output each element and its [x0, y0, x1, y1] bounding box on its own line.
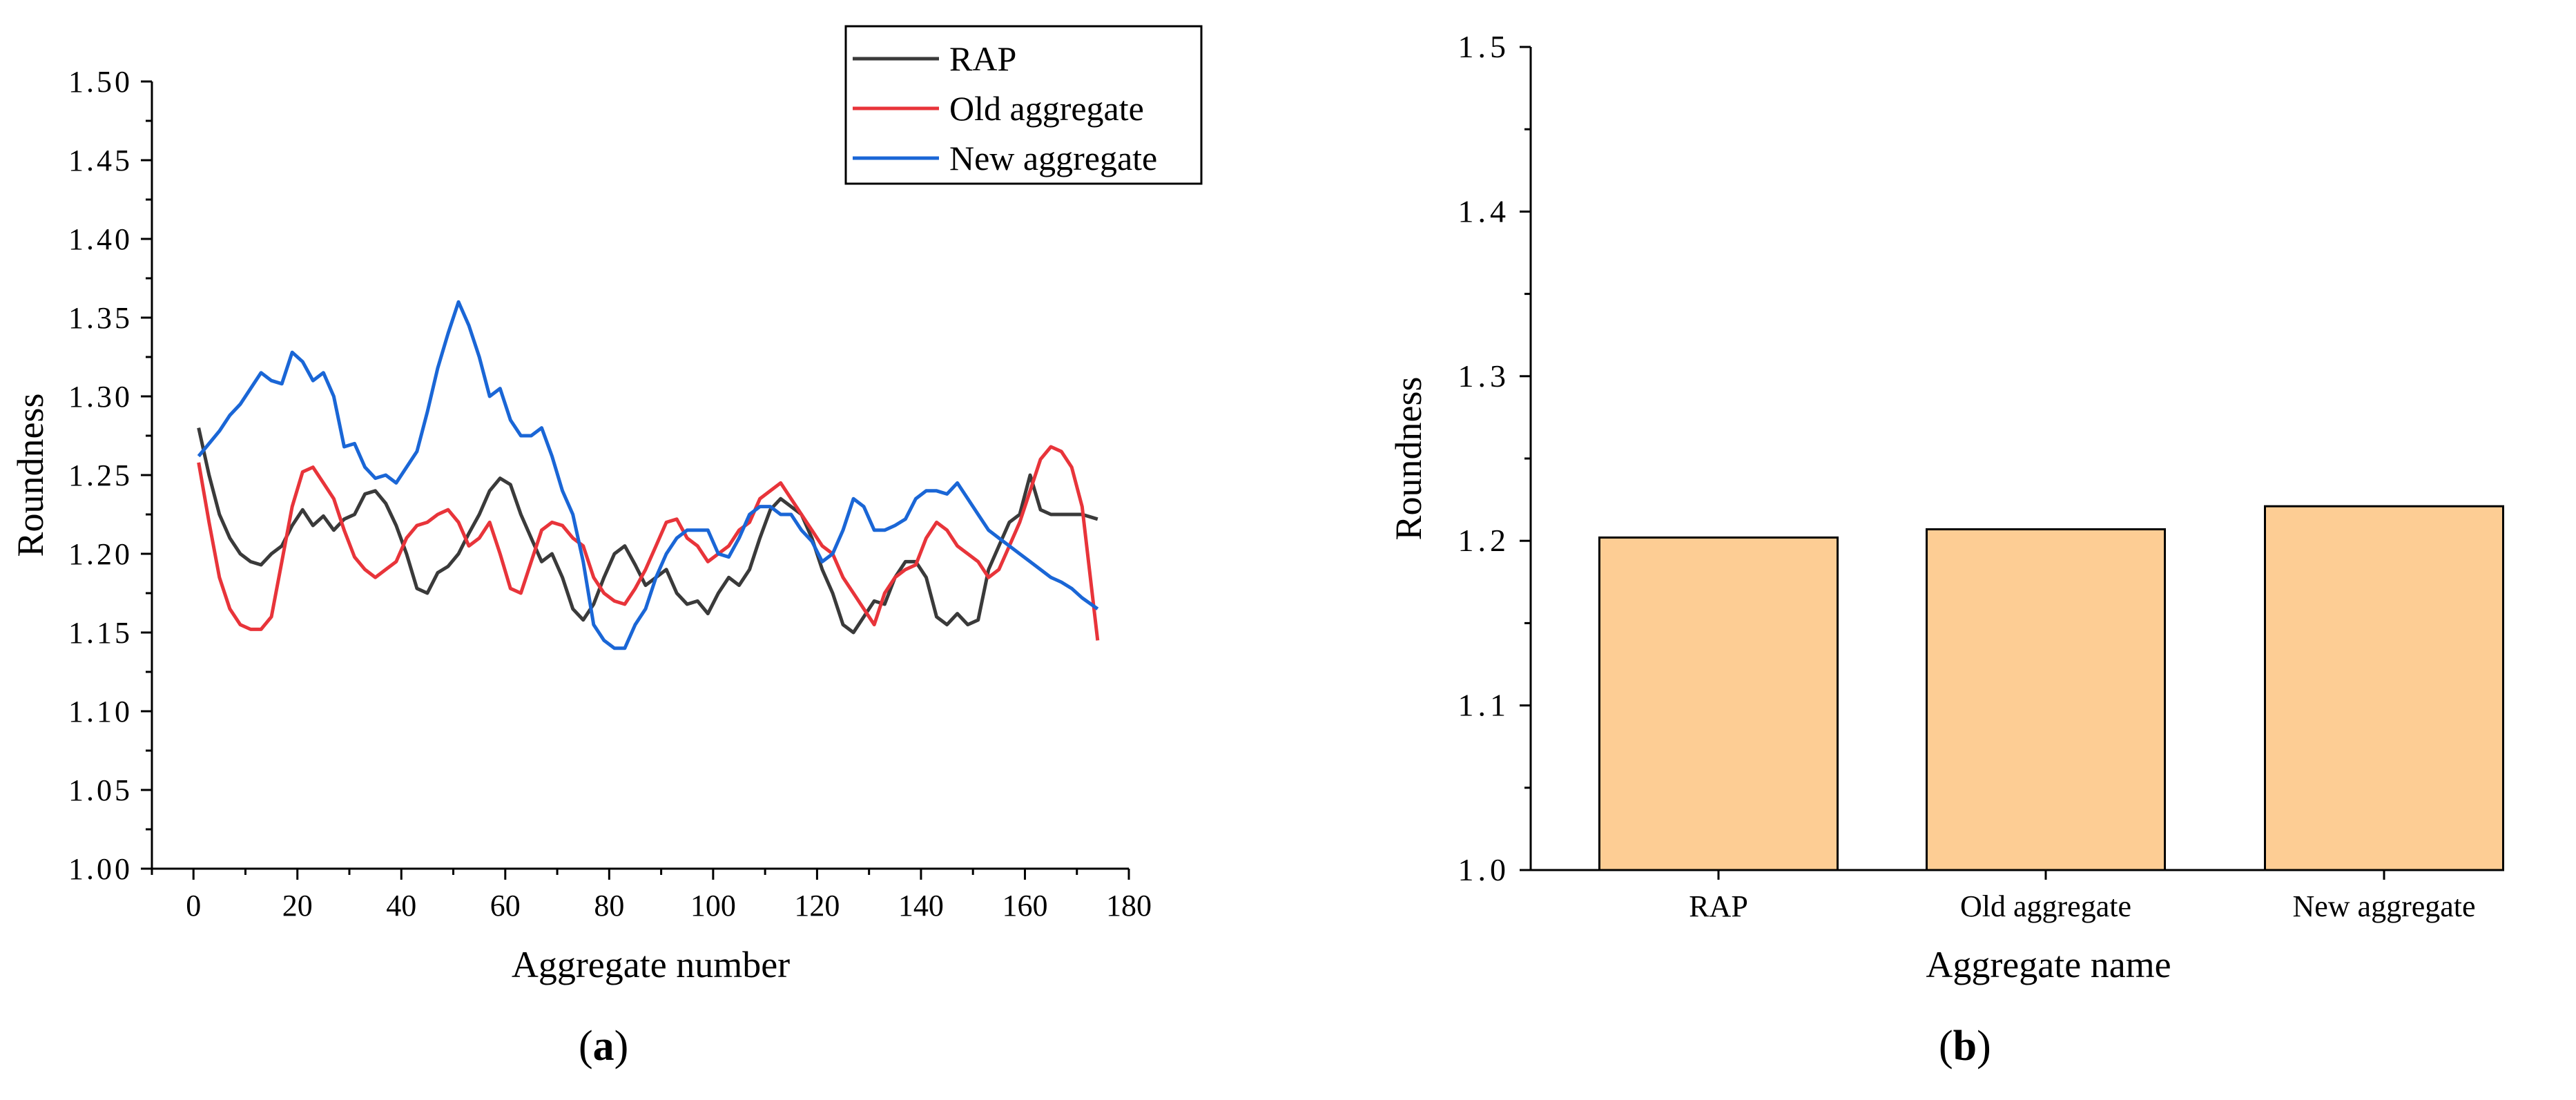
y-tick-label: 1.1 [1458, 688, 1511, 723]
y-tick-label: 1.05 [68, 773, 133, 807]
legend-label: Old aggregate [949, 89, 1144, 128]
bar-old-aggregate [1926, 528, 2166, 871]
series-line-rap [197, 427, 1098, 635]
x-tick-label: RAP [1689, 889, 1748, 923]
x-tick-label: 20 [282, 889, 313, 923]
bar-chart: RAP Old aggregate New aggregate 1.0 1.1 1.2 1.… [1388, 29, 2504, 985]
y-tick-label: 1.0 [1458, 852, 1511, 887]
x-tick-label: 0 [186, 889, 201, 923]
x-tick-label: 120 [794, 889, 840, 923]
x-tick-label: 160 [1002, 889, 1047, 923]
y-axis-title: Roundness [10, 393, 51, 557]
chart-panel-b: RAP Old aggregate New aggregate 1.0 1.1 1.2 1.… [1288, 0, 2576, 1100]
chart-panel-a: 1.00 1.05 1.10 1.15 1.20 1.25 1.30 1.35 1.40 1.45… [10, 25, 1203, 1070]
y-tick-label: 1.10 [68, 695, 133, 728]
series-line-new-aggregate [197, 300, 1099, 650]
y-tick-label: 1.00 [68, 852, 133, 886]
y-tick-label: 1.50 [68, 65, 133, 99]
y-tick-label: 1.3 [1458, 358, 1511, 394]
subfigure-label-b: (b) [1939, 1023, 1991, 1070]
y-tick-label: 1.4 [1458, 193, 1511, 229]
x-tick-label: 40 [386, 889, 416, 923]
y-tick-label: 1.20 [68, 537, 133, 571]
legend-label: New aggregate [949, 139, 1157, 177]
y-tick-label: 1.30 [68, 380, 133, 414]
y-tick-label: 1.25 [68, 459, 133, 492]
x-axis-title: Aggregate name [1926, 944, 2171, 985]
legend-label: RAP [949, 39, 1016, 78]
x-tick-label: 100 [690, 889, 736, 923]
y-tick-label: 1.45 [68, 144, 133, 177]
x-tick-label: 180 [1106, 889, 1152, 923]
y-tick-label: 1.2 [1458, 523, 1511, 558]
y-tick-label: 1.15 [68, 616, 133, 650]
bar-rap [1598, 536, 1839, 871]
x-tick-label: Old aggregate [1960, 889, 2131, 923]
series-line-old-aggregate [197, 445, 1100, 641]
line-chart: 1.00 1.05 1.10 1.15 1.20 1.25 1.30 1.35 1.40 1.45… [10, 25, 1203, 985]
x-tick-label: New aggregate [2292, 889, 2475, 923]
bar-new-aggregate [2264, 505, 2504, 871]
x-tick-label: 60 [490, 889, 521, 923]
x-axis-title: Aggregate number [512, 944, 790, 985]
y-tick-label: 1.40 [68, 222, 133, 256]
y-tick-label: 1.5 [1458, 29, 1511, 64]
y-axis-title: Roundness [1388, 376, 1429, 540]
x-tick-label: 140 [898, 889, 944, 923]
y-tick-label: 1.35 [68, 301, 133, 335]
subfigure-label-a: (a) [579, 1023, 629, 1070]
x-tick-label: 80 [594, 889, 624, 923]
